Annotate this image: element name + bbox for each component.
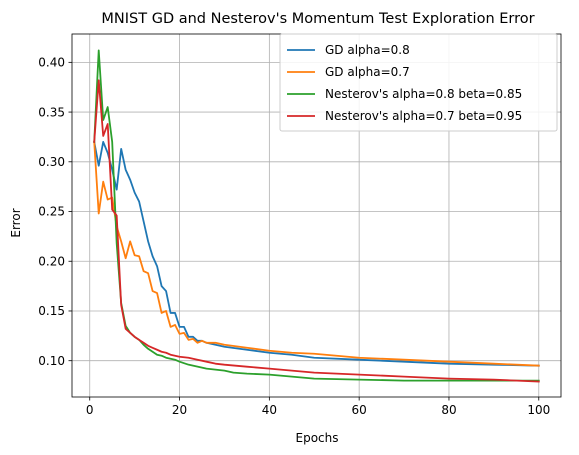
y-tick-label: 0.20 [38,254,65,268]
x-tick-label: 0 [86,403,94,417]
x-tick-label: 20 [172,403,187,417]
grid [72,34,561,397]
legend-label-nesterov-08: Nesterov's alpha=0.8 beta=0.85 [325,87,522,101]
legend-label-nesterov-07: Nesterov's alpha=0.7 beta=0.95 [325,109,522,123]
y-tick-label: 0.10 [38,354,65,368]
series-line-3 [93,79,540,383]
chart-title: MNIST GD and Nesterov's Momentum Test Ex… [101,11,534,27]
y-tick-label: 0.30 [38,155,65,169]
axis-ticks: 0 20 40 60 80 100 0.10 0.15 0.20 0.25 0.30 0.35 0.40 [38,56,550,417]
x-tick-label: 80 [441,403,456,417]
series-line-0 [93,140,540,367]
legend-label-gd-07: GD alpha=0.7 [325,65,410,79]
x-tick-label: 100 [527,403,550,417]
x-tick-label: 40 [262,403,277,417]
series-lines [93,49,540,383]
y-axis-label: Error [9,208,23,237]
x-axis-label: Epochs [296,431,339,445]
y-tick-label: 0.15 [38,304,65,318]
legend-box [279,33,558,132]
y-tick-label: 0.35 [38,105,65,119]
series-line-1 [93,140,540,367]
legend: GD alpha=0.8 GD alpha=0.7 Nesterov's alp… [279,33,558,132]
y-tick-label: 0.25 [38,205,65,219]
x-tick-label: 60 [352,403,367,417]
y-tick-label: 0.40 [38,56,65,70]
legend-label-gd-08: GD alpha=0.8 [325,43,410,57]
